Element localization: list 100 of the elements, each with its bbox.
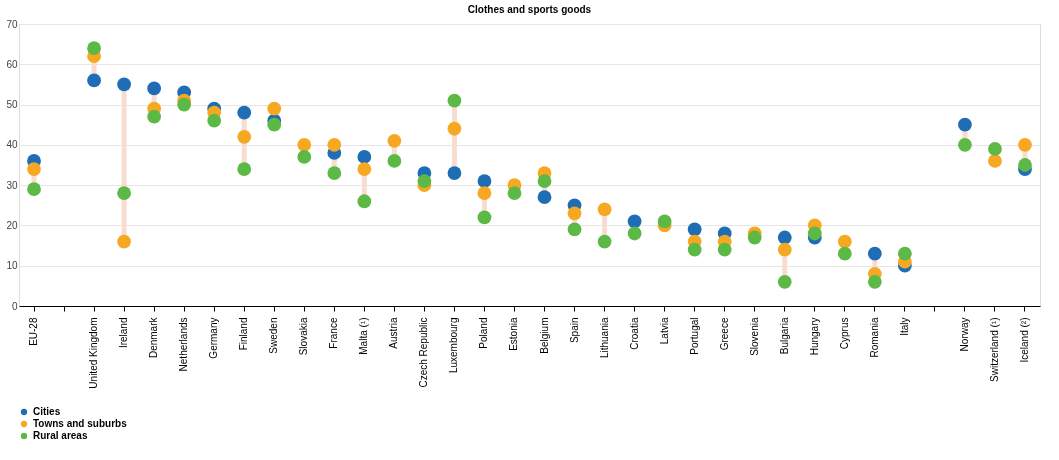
point — [477, 210, 492, 225]
x-tick-label: Denmark — [148, 316, 160, 359]
x-tick-label: Estonia — [508, 317, 520, 351]
chart-title: Clothes and sports goods — [467, 4, 592, 15]
x-tick-label: Cyprus — [838, 317, 850, 350]
point — [447, 166, 462, 180]
x-tick-label: Portugal — [688, 317, 700, 355]
point — [117, 234, 131, 249]
point — [387, 133, 402, 148]
point — [567, 222, 582, 237]
point — [717, 242, 732, 257]
x-tick-label: Czech Republic — [418, 317, 430, 388]
x-tick-label: Luxembourg — [448, 317, 460, 374]
point — [627, 214, 642, 229]
point — [777, 274, 792, 289]
x-tick-label: Switzerland (¹) — [988, 317, 1000, 382]
point — [958, 117, 972, 132]
y-tick-label: 60 — [6, 58, 18, 70]
point — [567, 206, 582, 221]
legend-label: Towns and suburbs — [33, 418, 128, 429]
point — [1018, 158, 1032, 172]
point — [537, 190, 552, 205]
point — [27, 162, 41, 176]
y-tick-label: 20 — [6, 219, 18, 231]
point — [447, 93, 462, 108]
point — [237, 105, 252, 120]
x-tick-label: Finland — [238, 317, 250, 351]
x-tick-label: Slovenia — [748, 317, 760, 356]
x-tick-label: Italy — [898, 317, 910, 336]
point — [988, 154, 1002, 168]
point — [477, 186, 492, 201]
x-tick-label: Poland — [478, 317, 490, 349]
point — [27, 182, 41, 197]
point — [597, 234, 612, 249]
legend-label: Cities — [33, 406, 61, 417]
x-tick-label: Netherlands — [178, 317, 190, 372]
point — [147, 81, 162, 96]
point — [387, 154, 402, 168]
point — [237, 129, 252, 144]
y-tick-label: 50 — [6, 99, 18, 111]
point — [327, 166, 342, 180]
x-tick-label: Iceland (²) — [1018, 317, 1030, 363]
point — [837, 246, 852, 261]
point — [477, 174, 492, 188]
point — [357, 194, 372, 209]
point — [297, 137, 312, 152]
y-tick-label: 0 — [11, 300, 18, 312]
x-tick-label: Romania — [868, 317, 880, 358]
point — [117, 77, 131, 92]
x-tick-label: Spain — [568, 317, 580, 344]
point — [747, 230, 762, 245]
y-tick-label: 40 — [6, 139, 18, 151]
point — [807, 226, 822, 241]
point — [357, 150, 372, 164]
x-tick-label: Ireland — [118, 317, 130, 349]
x-tick-label: Lithuania — [598, 317, 610, 359]
point — [897, 246, 912, 261]
x-tick-label: France — [328, 317, 340, 349]
point — [207, 113, 222, 128]
point — [867, 246, 882, 261]
x-tick-label: Norway — [958, 317, 970, 352]
x-tick-label: Croatia — [628, 317, 640, 350]
x-tick-label: Hungary — [808, 317, 820, 356]
y-tick-label: 30 — [6, 179, 18, 191]
point — [327, 137, 342, 152]
x-tick-label: Bulgaria — [778, 317, 790, 355]
point — [837, 234, 852, 249]
point — [988, 142, 1002, 156]
x-tick-label: Sweden — [268, 317, 280, 354]
point — [147, 109, 162, 124]
x-tick-label: Belgium — [538, 317, 550, 354]
x-tick-label: United Kingdom — [88, 317, 100, 389]
point — [267, 117, 282, 132]
point — [537, 174, 552, 188]
x-tick-label: Austria — [388, 317, 400, 349]
x-tick-label: Malta (¹) — [358, 317, 370, 355]
point — [777, 242, 792, 257]
point — [687, 222, 702, 237]
x-tick-label: Latvia — [658, 317, 670, 345]
y-tick-label: 70 — [6, 18, 18, 30]
point — [867, 274, 882, 289]
point — [958, 137, 972, 152]
x-tick-label: Germany — [208, 317, 220, 359]
point — [447, 121, 462, 136]
point — [417, 174, 432, 188]
point — [267, 101, 282, 116]
point — [1018, 137, 1032, 152]
x-tick-label: EU-28 — [28, 317, 40, 346]
y-tick-label: 10 — [6, 260, 18, 272]
point — [357, 162, 372, 176]
point — [597, 202, 612, 217]
point — [687, 242, 702, 257]
point — [177, 97, 192, 112]
point — [627, 226, 642, 241]
x-tick-label: Greece — [718, 317, 730, 351]
point — [87, 41, 101, 56]
point — [87, 73, 101, 88]
point — [297, 150, 312, 164]
point — [507, 186, 522, 201]
legend-label: Rural areas — [33, 430, 88, 441]
